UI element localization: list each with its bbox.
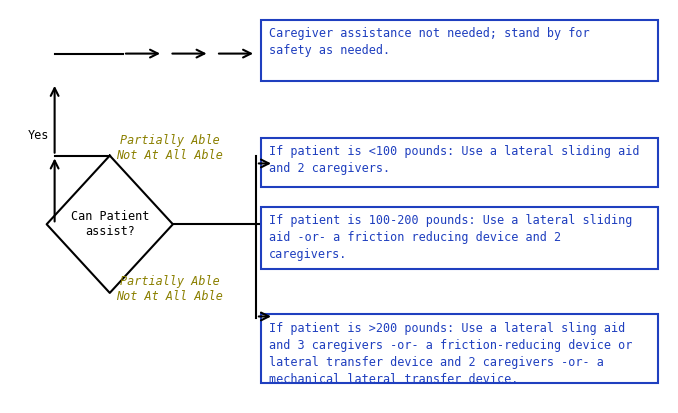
Text: Partially Able
Not At All Able: Partially Able Not At All Able xyxy=(116,134,223,162)
FancyBboxPatch shape xyxy=(260,315,658,383)
FancyBboxPatch shape xyxy=(260,138,658,187)
Text: If patient is 100-200 pounds: Use a lateral sliding
aid -or- a friction reducing: If patient is 100-200 pounds: Use a late… xyxy=(268,214,632,261)
Text: Partially Able
Not At All Able: Partially Able Not At All Able xyxy=(116,275,223,303)
Text: Can Patient
assist?: Can Patient assist? xyxy=(71,210,149,238)
FancyBboxPatch shape xyxy=(260,206,658,269)
Text: If patient is >200 pounds: Use a lateral sling aid
and 3 caregivers -or- a frict: If patient is >200 pounds: Use a lateral… xyxy=(268,322,632,386)
Text: Yes: Yes xyxy=(28,130,49,142)
Text: Caregiver assistance not needed; stand by for
safety as needed.: Caregiver assistance not needed; stand b… xyxy=(268,27,589,57)
FancyBboxPatch shape xyxy=(260,20,658,81)
Text: If patient is <100 pounds: Use a lateral sliding aid
and 2 caregivers.: If patient is <100 pounds: Use a lateral… xyxy=(268,145,639,175)
